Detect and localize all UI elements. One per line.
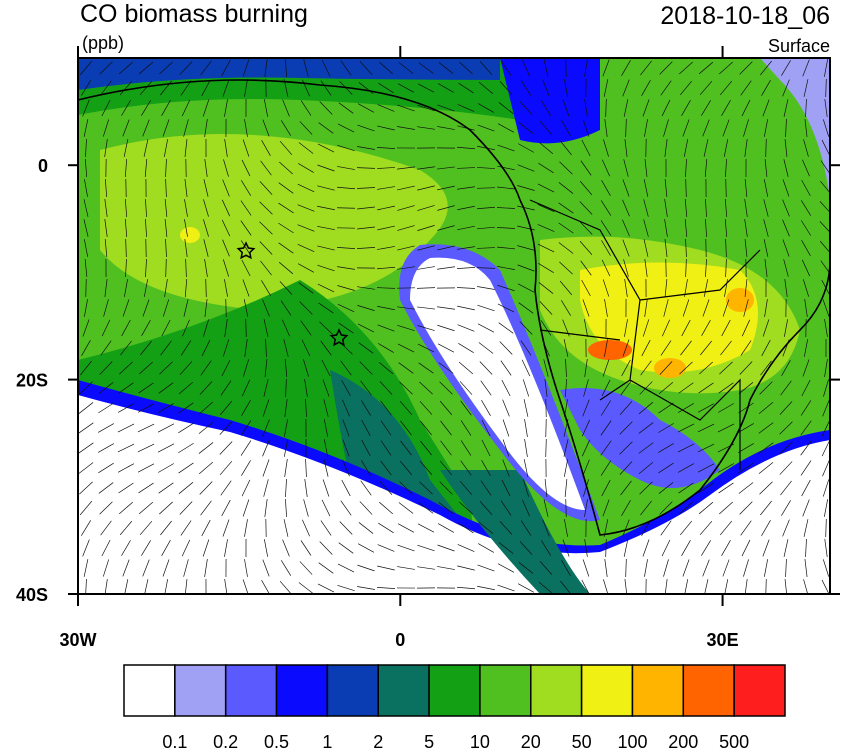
colorbar-box xyxy=(734,665,785,716)
lat-tick-label: 20S xyxy=(16,371,48,391)
colorbar-label: 10 xyxy=(470,732,490,750)
date: 2018-10-18_06 xyxy=(660,2,830,30)
map-field xyxy=(78,58,832,597)
level: Surface xyxy=(768,36,830,56)
colorbar-label: 0.5 xyxy=(264,732,289,750)
colorbar-label: 500 xyxy=(719,732,749,750)
colorbar-box xyxy=(378,665,429,716)
colorbar-box xyxy=(175,665,226,716)
colorbar-box xyxy=(277,665,328,716)
colorbar-box xyxy=(226,665,277,716)
colorbar-label: 0.2 xyxy=(213,732,238,750)
title: CO biomass burning xyxy=(80,0,308,28)
colorbar-label: 100 xyxy=(617,732,647,750)
lon-tick-label: 30E xyxy=(707,630,739,650)
lat-tick-label: 40S xyxy=(16,585,48,605)
colorbar-box xyxy=(632,665,683,716)
colorbar-box xyxy=(429,665,480,716)
colorbar-box xyxy=(327,665,378,716)
colorbar-box xyxy=(683,665,734,716)
colorbar-box xyxy=(582,665,633,716)
colorbar-label: 20 xyxy=(521,732,541,750)
colorbar-box xyxy=(124,665,175,716)
colorbar-label: 200 xyxy=(668,732,698,750)
colorbar-label: 5 xyxy=(424,732,434,750)
lat-tick-label: 0 xyxy=(38,156,48,176)
lon-tick-label: 0 xyxy=(395,630,405,650)
colorbar-box xyxy=(480,665,531,716)
colorbar-label: 50 xyxy=(572,732,592,750)
colorbar-box xyxy=(531,665,582,716)
colorbar: 0.1 0.2 0.5 1 2 5 10 20 50 100 200 500 xyxy=(124,665,785,750)
colorbar-label: 0.1 xyxy=(162,732,187,750)
lon-tick-label: 30W xyxy=(59,630,96,650)
colorbar-label: 2 xyxy=(373,732,383,750)
colorbar-label: 1 xyxy=(322,732,332,750)
units: (ppb) xyxy=(82,33,124,53)
